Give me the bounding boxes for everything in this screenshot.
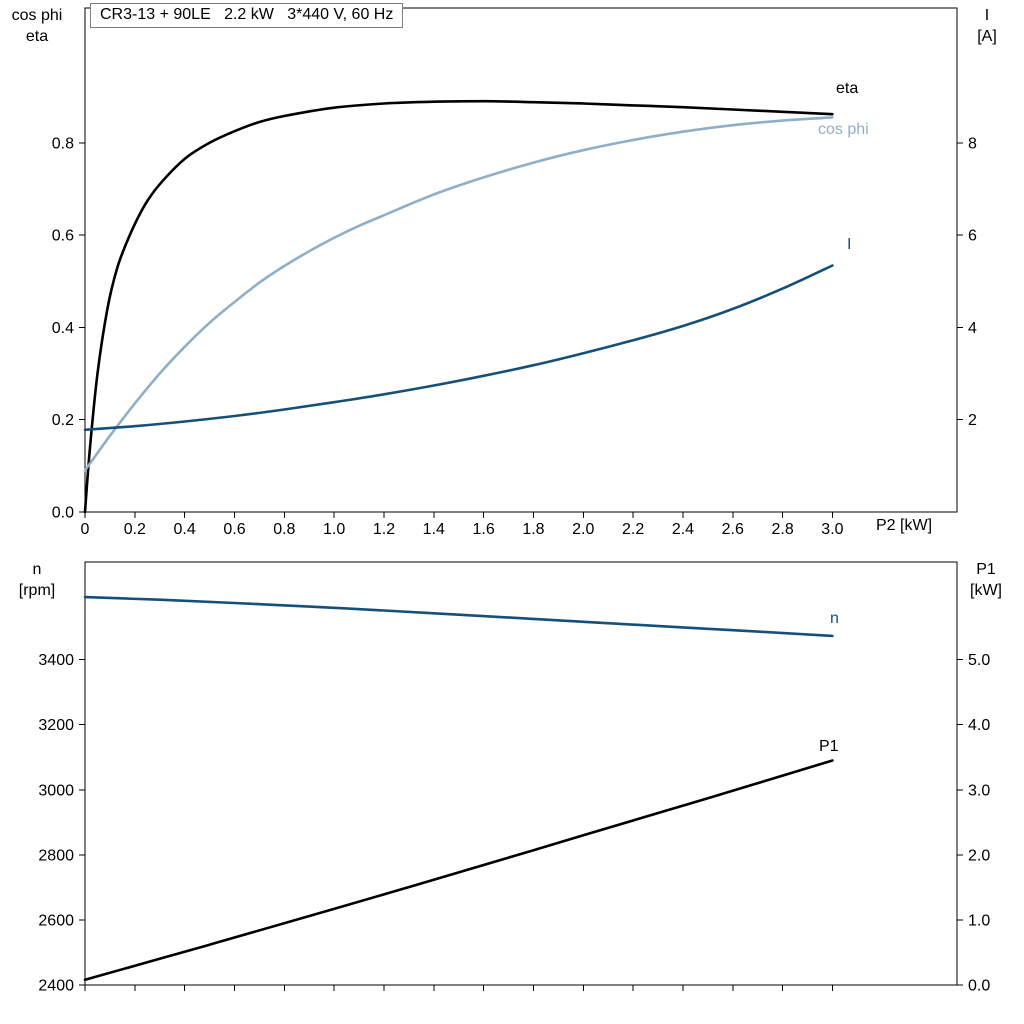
axis-title-line: [kW]	[970, 582, 1002, 599]
right-tick-label: 8	[968, 135, 977, 152]
axis-title-line: cos phi	[11, 7, 63, 24]
chart-title: CR3-13 + 90LE 2.2 kW 3*440 V, 60 Hz	[90, 3, 404, 28]
left-tick-label: 0.4	[52, 320, 74, 337]
right-tick-label: 1.0	[968, 912, 990, 929]
curve-current	[83, 264, 834, 432]
bottom-chart-frame	[84, 561, 958, 986]
bottom-chart-group: 2400 2600 2800 3000 3200 3400 0.0 1.0 2.0 3.0 4.0 5…	[38, 561, 990, 995]
right-tick-label: 3.0	[968, 782, 990, 799]
left-tick-label: 3200	[38, 717, 74, 734]
curve-eta	[83, 99, 834, 514]
curve-label-speed: n	[830, 610, 839, 627]
left-tick-label: 2800	[38, 847, 74, 864]
axis-title-line: I	[984, 7, 990, 24]
left-tick-label: 0.2	[52, 412, 74, 429]
left-tick-label: 0.0	[52, 505, 74, 522]
curve-speed	[83, 595, 834, 638]
left-tick-label: 3400	[38, 652, 74, 669]
x-tick-label: 1.2	[373, 521, 395, 538]
top-left-axis-title: cos phi eta	[4, 5, 70, 47]
curve-p1	[83, 759, 834, 982]
x-tick-label: 0.4	[174, 521, 196, 538]
top-chart-frame	[84, 7, 958, 513]
top-chart-group: 0.0 0.2 0.4 0.6 0.8 2 4 6 8 0 0.2 0.4 0.6 0.8 1.0 1.2 1.…	[52, 7, 977, 538]
left-tick-label: 3000	[38, 782, 74, 799]
x-tick-label: 1.8	[522, 521, 544, 538]
axis-title-line: [rpm]	[18, 582, 56, 599]
right-tick-label: 5.0	[968, 652, 990, 669]
curve-label-cos-phi: cos phi	[818, 121, 869, 138]
axis-title-line: [A]	[977, 28, 997, 45]
bottom-right-axis-title: P1 [kW]	[956, 559, 1016, 601]
x-tick-label: 2.8	[771, 521, 793, 538]
curve-cos-phi	[83, 116, 834, 472]
right-tick-label: 0.0	[968, 978, 990, 995]
x-axis-label: P2 [kW]	[876, 517, 933, 534]
left-tick-label: 0.6	[52, 228, 74, 245]
bottom-left-axis-title: n [rpm]	[6, 559, 68, 601]
x-tick-label: 1.0	[323, 521, 345, 538]
x-tick-label: 2.2	[622, 521, 644, 538]
x-tick-label: 0.2	[124, 521, 146, 538]
axis-title-line: P1	[976, 561, 996, 578]
x-tick-label: 0.8	[273, 521, 295, 538]
right-tick-label: 2.0	[968, 847, 990, 864]
right-tick-label: 4.0	[968, 717, 990, 734]
right-tick-label: 2	[968, 412, 977, 429]
x-tick-label: 3.0	[821, 521, 843, 538]
x-tick-label: 0	[81, 521, 90, 538]
x-tick-label: 1.6	[473, 521, 495, 538]
axis-title-line: eta	[25, 28, 49, 45]
curve-label-eta: eta	[836, 80, 859, 97]
left-tick-label: 2600	[38, 912, 74, 929]
right-tick-label: 6	[968, 228, 977, 245]
left-tick-label: 2400	[38, 978, 74, 995]
curve-label-current: I	[847, 236, 852, 253]
left-tick-label: 0.8	[52, 135, 74, 152]
x-tick-label: 2.0	[572, 521, 594, 538]
top-right-axis-title: I [A]	[958, 5, 1016, 47]
curve-label-p1: P1	[819, 738, 839, 755]
x-tick-label: 1.4	[423, 521, 445, 538]
x-tick-label: 0.6	[223, 521, 245, 538]
x-tick-label: 2.4	[672, 521, 694, 538]
axis-title-line: n	[32, 561, 42, 578]
right-tick-label: 4	[968, 320, 977, 337]
x-tick-label: 2.6	[722, 521, 744, 538]
